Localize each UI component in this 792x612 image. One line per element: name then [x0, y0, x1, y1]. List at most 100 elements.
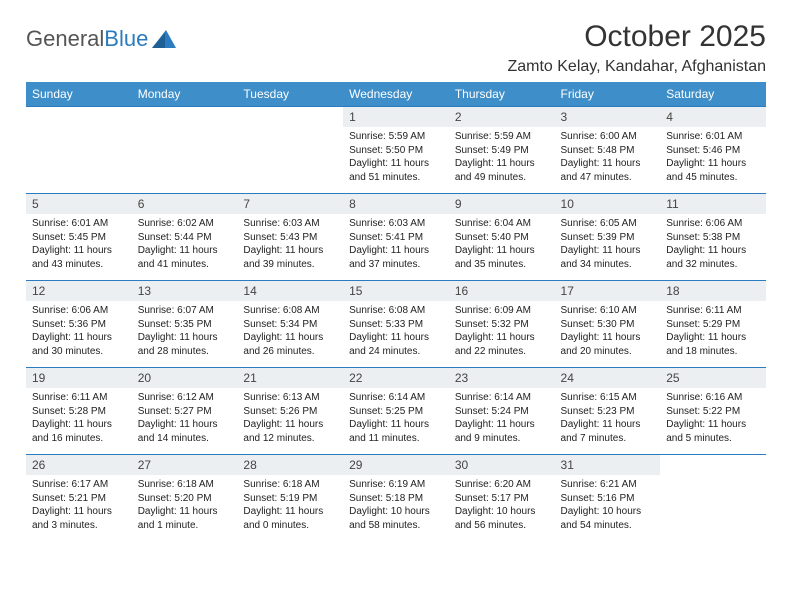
day-number: 24	[555, 368, 661, 388]
calendar-week-row: 5Sunrise: 6:01 AMSunset: 5:45 PMDaylight…	[26, 194, 766, 281]
day-details: Sunrise: 6:04 AMSunset: 5:40 PMDaylight:…	[449, 214, 555, 276]
day-details: Sunrise: 6:00 AMSunset: 5:48 PMDaylight:…	[555, 127, 661, 189]
day-number: 25	[660, 368, 766, 388]
calendar-day-cell: 26Sunrise: 6:17 AMSunset: 5:21 PMDayligh…	[26, 455, 132, 542]
calendar-body: 1Sunrise: 5:59 AMSunset: 5:50 PMDaylight…	[26, 107, 766, 542]
day-details: Sunrise: 6:20 AMSunset: 5:17 PMDaylight:…	[449, 475, 555, 537]
day-details: Sunrise: 6:05 AMSunset: 5:39 PMDaylight:…	[555, 214, 661, 276]
day-details: Sunrise: 5:59 AMSunset: 5:50 PMDaylight:…	[343, 127, 449, 189]
calendar-week-row: 12Sunrise: 6:06 AMSunset: 5:36 PMDayligh…	[26, 281, 766, 368]
day-details: Sunrise: 6:14 AMSunset: 5:24 PMDaylight:…	[449, 388, 555, 450]
day-number: 17	[555, 281, 661, 301]
day-details: Sunrise: 6:01 AMSunset: 5:45 PMDaylight:…	[26, 214, 132, 276]
calendar-day-cell: 24Sunrise: 6:15 AMSunset: 5:23 PMDayligh…	[555, 368, 661, 455]
day-details: Sunrise: 6:11 AMSunset: 5:29 PMDaylight:…	[660, 301, 766, 363]
day-details: Sunrise: 6:06 AMSunset: 5:36 PMDaylight:…	[26, 301, 132, 363]
day-number: 5	[26, 194, 132, 214]
day-number: 14	[237, 281, 343, 301]
location-text: Zamto Kelay, Kandahar, Afghanistan	[507, 58, 766, 76]
calendar-day-cell: 5Sunrise: 6:01 AMSunset: 5:45 PMDaylight…	[26, 194, 132, 281]
day-number: 26	[26, 455, 132, 475]
day-details: Sunrise: 6:08 AMSunset: 5:34 PMDaylight:…	[237, 301, 343, 363]
calendar-day-cell: 19Sunrise: 6:11 AMSunset: 5:28 PMDayligh…	[26, 368, 132, 455]
calendar-day-cell: 16Sunrise: 6:09 AMSunset: 5:32 PMDayligh…	[449, 281, 555, 368]
day-number: 31	[555, 455, 661, 475]
brand-logo: GeneralBlue	[26, 20, 176, 52]
calendar-day-cell: 14Sunrise: 6:08 AMSunset: 5:34 PMDayligh…	[237, 281, 343, 368]
day-number: 2	[449, 107, 555, 127]
day-details: Sunrise: 6:15 AMSunset: 5:23 PMDaylight:…	[555, 388, 661, 450]
day-number: 9	[449, 194, 555, 214]
day-details: Sunrise: 6:10 AMSunset: 5:30 PMDaylight:…	[555, 301, 661, 363]
day-number: 6	[132, 194, 238, 214]
day-number: 8	[343, 194, 449, 214]
calendar-day-cell: 27Sunrise: 6:18 AMSunset: 5:20 PMDayligh…	[132, 455, 238, 542]
day-details: Sunrise: 6:13 AMSunset: 5:26 PMDaylight:…	[237, 388, 343, 450]
day-number: 23	[449, 368, 555, 388]
day-number: 28	[237, 455, 343, 475]
day-details: Sunrise: 6:14 AMSunset: 5:25 PMDaylight:…	[343, 388, 449, 450]
day-details: Sunrise: 6:16 AMSunset: 5:22 PMDaylight:…	[660, 388, 766, 450]
calendar-day-cell: 20Sunrise: 6:12 AMSunset: 5:27 PMDayligh…	[132, 368, 238, 455]
day-number: 15	[343, 281, 449, 301]
calendar-day-cell	[660, 455, 766, 542]
weekday-header: Monday	[132, 82, 238, 107]
day-details: Sunrise: 6:11 AMSunset: 5:28 PMDaylight:…	[26, 388, 132, 450]
day-details: Sunrise: 6:06 AMSunset: 5:38 PMDaylight:…	[660, 214, 766, 276]
calendar-day-cell: 13Sunrise: 6:07 AMSunset: 5:35 PMDayligh…	[132, 281, 238, 368]
calendar-day-cell: 18Sunrise: 6:11 AMSunset: 5:29 PMDayligh…	[660, 281, 766, 368]
day-details: Sunrise: 6:03 AMSunset: 5:43 PMDaylight:…	[237, 214, 343, 276]
calendar-day-cell: 8Sunrise: 6:03 AMSunset: 5:41 PMDaylight…	[343, 194, 449, 281]
calendar-day-cell: 1Sunrise: 5:59 AMSunset: 5:50 PMDaylight…	[343, 107, 449, 194]
weekday-header: Sunday	[26, 82, 132, 107]
weekday-header: Friday	[555, 82, 661, 107]
weekday-header: Wednesday	[343, 82, 449, 107]
month-title: October 2025	[507, 20, 766, 54]
day-details: Sunrise: 6:03 AMSunset: 5:41 PMDaylight:…	[343, 214, 449, 276]
day-details: Sunrise: 6:21 AMSunset: 5:16 PMDaylight:…	[555, 475, 661, 537]
weekday-header-row: SundayMondayTuesdayWednesdayThursdayFrid…	[26, 82, 766, 107]
calendar-day-cell: 30Sunrise: 6:20 AMSunset: 5:17 PMDayligh…	[449, 455, 555, 542]
day-number: 16	[449, 281, 555, 301]
day-number: 19	[26, 368, 132, 388]
day-number: 21	[237, 368, 343, 388]
calendar-week-row: 19Sunrise: 6:11 AMSunset: 5:28 PMDayligh…	[26, 368, 766, 455]
weekday-header: Saturday	[660, 82, 766, 107]
calendar-week-row: 26Sunrise: 6:17 AMSunset: 5:21 PMDayligh…	[26, 455, 766, 542]
day-number: 11	[660, 194, 766, 214]
calendar-day-cell: 31Sunrise: 6:21 AMSunset: 5:16 PMDayligh…	[555, 455, 661, 542]
day-number: 12	[26, 281, 132, 301]
day-details: Sunrise: 6:09 AMSunset: 5:32 PMDaylight:…	[449, 301, 555, 363]
day-number: 10	[555, 194, 661, 214]
calendar-day-cell: 6Sunrise: 6:02 AMSunset: 5:44 PMDaylight…	[132, 194, 238, 281]
brand-part1: General	[26, 26, 104, 52]
calendar-day-cell	[132, 107, 238, 194]
day-details: Sunrise: 6:18 AMSunset: 5:19 PMDaylight:…	[237, 475, 343, 537]
calendar-day-cell: 15Sunrise: 6:08 AMSunset: 5:33 PMDayligh…	[343, 281, 449, 368]
calendar-day-cell: 12Sunrise: 6:06 AMSunset: 5:36 PMDayligh…	[26, 281, 132, 368]
calendar-day-cell: 9Sunrise: 6:04 AMSunset: 5:40 PMDaylight…	[449, 194, 555, 281]
calendar-day-cell: 10Sunrise: 6:05 AMSunset: 5:39 PMDayligh…	[555, 194, 661, 281]
calendar-day-cell: 21Sunrise: 6:13 AMSunset: 5:26 PMDayligh…	[237, 368, 343, 455]
calendar-week-row: 1Sunrise: 5:59 AMSunset: 5:50 PMDaylight…	[26, 107, 766, 194]
day-details: Sunrise: 6:12 AMSunset: 5:27 PMDaylight:…	[132, 388, 238, 450]
day-details: Sunrise: 6:07 AMSunset: 5:35 PMDaylight:…	[132, 301, 238, 363]
calendar-day-cell: 11Sunrise: 6:06 AMSunset: 5:38 PMDayligh…	[660, 194, 766, 281]
day-number: 7	[237, 194, 343, 214]
day-number: 29	[343, 455, 449, 475]
day-details: Sunrise: 6:17 AMSunset: 5:21 PMDaylight:…	[26, 475, 132, 537]
day-number: 13	[132, 281, 238, 301]
calendar-day-cell: 2Sunrise: 5:59 AMSunset: 5:49 PMDaylight…	[449, 107, 555, 194]
sail-icon	[152, 30, 176, 48]
day-number: 3	[555, 107, 661, 127]
day-number: 4	[660, 107, 766, 127]
day-details: Sunrise: 5:59 AMSunset: 5:49 PMDaylight:…	[449, 127, 555, 189]
day-number: 1	[343, 107, 449, 127]
calendar-day-cell	[26, 107, 132, 194]
day-number: 27	[132, 455, 238, 475]
calendar-day-cell: 29Sunrise: 6:19 AMSunset: 5:18 PMDayligh…	[343, 455, 449, 542]
calendar-day-cell	[237, 107, 343, 194]
day-details: Sunrise: 6:19 AMSunset: 5:18 PMDaylight:…	[343, 475, 449, 537]
calendar-day-cell: 28Sunrise: 6:18 AMSunset: 5:19 PMDayligh…	[237, 455, 343, 542]
title-block: October 2025 Zamto Kelay, Kandahar, Afgh…	[507, 20, 766, 76]
